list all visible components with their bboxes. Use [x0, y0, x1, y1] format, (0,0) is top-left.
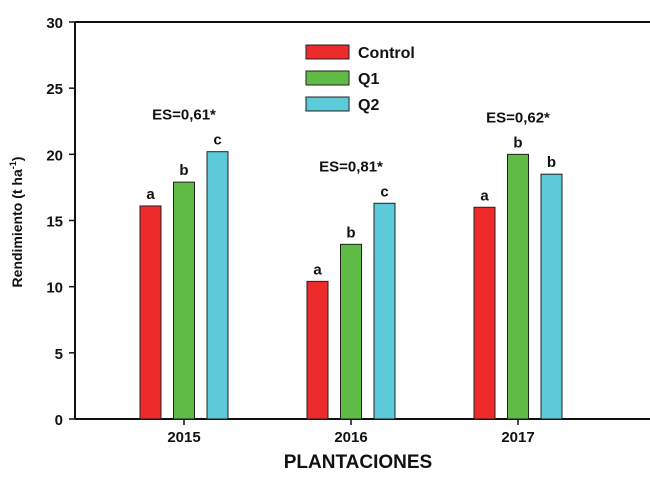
es-annotation: ES=0,81* — [319, 158, 383, 175]
bar-control-2017 — [473, 206, 496, 420]
legend-label: Control — [358, 45, 415, 62]
es-annotation: ES=0,61* — [152, 107, 216, 124]
y-tick-label: 5 — [55, 346, 63, 363]
y-tick-label: 10 — [46, 280, 63, 297]
es-annotation: ES=0,62* — [486, 109, 550, 126]
legend-swatch-control — [305, 44, 350, 60]
legend-label: Q1 — [358, 71, 379, 88]
x-tick-label: 2017 — [501, 429, 534, 446]
x-tick-label: 2015 — [167, 429, 200, 446]
bar-q2-2017 — [540, 173, 563, 420]
significance-letter: a — [480, 187, 489, 204]
legend-swatch-q1 — [305, 70, 350, 86]
y-tick-label: 25 — [46, 81, 63, 98]
bar-q1-2015 — [173, 181, 195, 420]
bar-q1-2016 — [340, 243, 362, 420]
legend-label: Q2 — [358, 97, 379, 114]
y-tick-label: 15 — [46, 214, 63, 231]
bar-control-2016 — [306, 280, 329, 420]
significance-letter: c — [380, 183, 388, 200]
bar-q1-2017 — [507, 153, 529, 420]
y-tick-label: 20 — [46, 147, 63, 164]
significance-letter: c — [213, 132, 221, 149]
bar-control-2015 — [139, 205, 162, 420]
significance-letter: b — [513, 134, 522, 151]
significance-letter: b — [547, 154, 556, 171]
significance-letter: b — [179, 162, 188, 179]
bar-q2-2015 — [206, 151, 229, 420]
y-tick-label: 30 — [46, 15, 63, 32]
significance-letter: a — [146, 186, 155, 203]
significance-letter: a — [313, 261, 322, 278]
x-axis-title: PLANTACIONES — [284, 452, 432, 473]
x-tick-label: 2016 — [334, 429, 367, 446]
legend-swatch-q2 — [305, 96, 350, 112]
bar-q2-2016 — [373, 202, 396, 420]
y-axis-title: Rendimiento (t ha-1) — [8, 157, 25, 288]
y-tick-label: 0 — [55, 412, 63, 429]
significance-letter: b — [346, 224, 355, 241]
